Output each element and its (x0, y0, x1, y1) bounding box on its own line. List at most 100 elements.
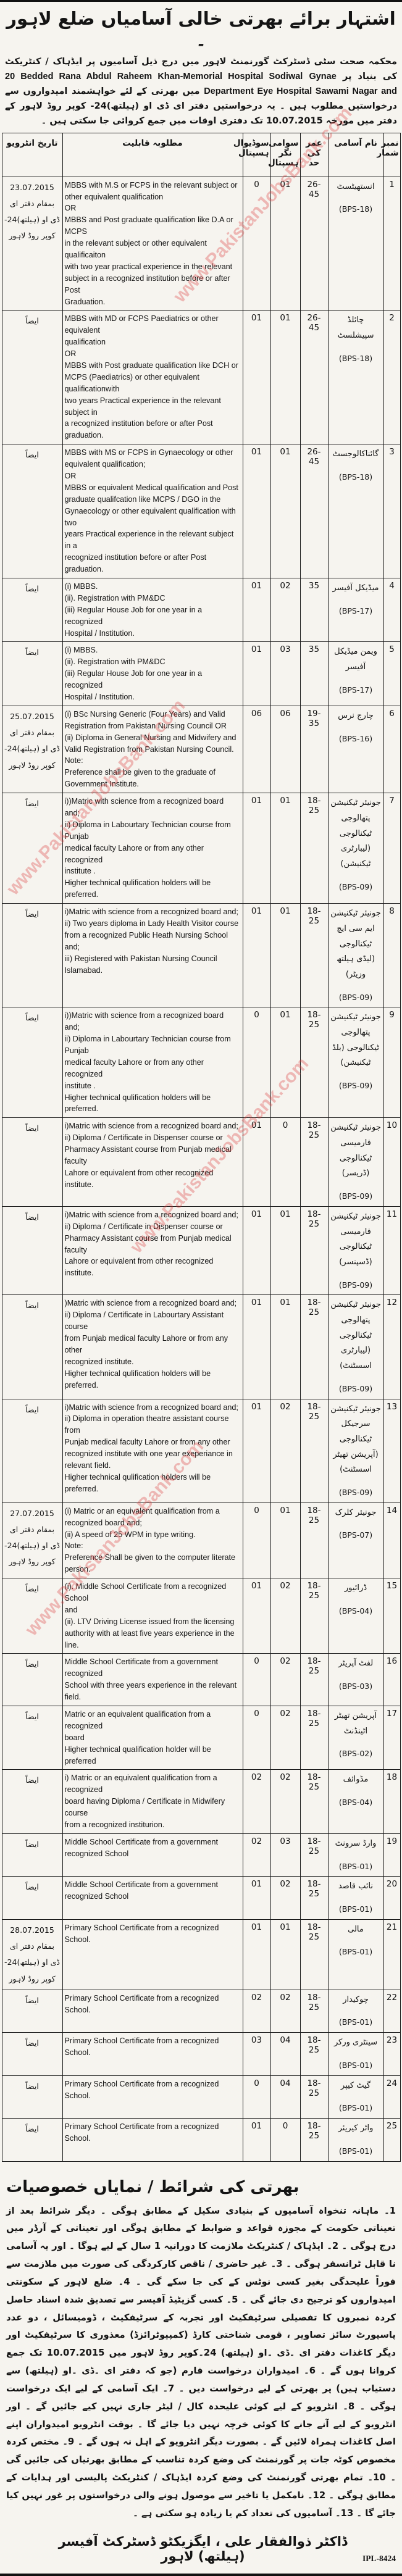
cell-sodiwal-posts: 01 (242, 2118, 271, 2162)
cell-serial: 22 (383, 1989, 401, 2033)
ad-reference-code: IPL-8424 (362, 2553, 396, 2563)
post-grade: (BPS-17) (338, 685, 373, 694)
cell-sawami-nagar-posts: 02 (270, 1705, 301, 1770)
terms-paragraph: 1۔ ماہانہ تنخواہ آسامیوں کے بنیادی سکیل … (6, 2205, 396, 2519)
table-row: 2 چائلڈ سپیشلسٹ (BPS-18) 26-45 01 01 MBBS with… (1, 310, 401, 445)
cell-qualification: Middle School Certificate from a governm… (62, 1833, 243, 1877)
cell-qualification: Primary School Certificate from a recogn… (62, 2075, 243, 2119)
header-qualification: مطلوبہ قابلیت (62, 132, 243, 177)
post-grade: (BPS-04) (338, 1606, 373, 1615)
cell-age-limit: 18-25 (299, 1007, 329, 1119)
cell-qualification: i))Matric with science from a recognized… (62, 793, 243, 904)
cell-age-limit: 18-25 (299, 1502, 329, 1579)
cell-age-limit: 18-25 (299, 1833, 329, 1877)
cell-post-name: میڈیکل آفیسر (BPS-17) (327, 577, 384, 643)
cell-age-limit: 18-25 (299, 1117, 329, 1207)
cell-interview-date: 23.07.2015 بمقام دفتر ای ڈی او (ہیلتھ)24… (1, 176, 63, 311)
cell-interview-date: ایضاً (1, 1007, 63, 1119)
cell-sodiwal-posts: 01 (242, 444, 271, 578)
cell-sodiwal-posts: 02 (242, 1769, 271, 1834)
cell-post-name: لفٹ آپریٹر (BPS-03) (327, 1653, 384, 1706)
post-grade: (BPS-16) (338, 733, 373, 743)
table-row: 24 گیٹ کیپر (BPS-01) 18-25 04 0 Primary School… (1, 2075, 401, 2119)
cell-serial: 12 (383, 1294, 401, 1399)
cell-interview-date: ایضاً (1, 310, 63, 445)
cell-interview-date: ایضاً (1, 1294, 63, 1399)
jobs-table: نمبر شمار نام آسامی عمر کی حد سوامی نگر … (1, 132, 401, 2162)
cell-post-name: مڈوائف (BPS-04) (327, 1769, 384, 1834)
cell-qualification: Primary School Certificate from a recogn… (62, 2118, 243, 2162)
header-age-limit: عمر کی حد (299, 132, 329, 177)
post-name-urdu: جونیئر ٹیکنیشن ایم سی ایچ ٹیکنالوجی (لیڈ… (330, 909, 381, 979)
intro-urdu-lead: محکمہ صحت سٹی ڈسٹرکٹ گورنمنٹ لاہور میں د… (5, 57, 397, 81)
cell-sawami-nagar-posts: 02 (270, 1578, 301, 1654)
post-grade: (BPS-18) (338, 204, 373, 214)
cell-age-limit: 18-25 (299, 2075, 329, 2119)
table-row: 18 مڈوائف (BPS-04) 18-25 02 02 i) Matric or an… (1, 1769, 401, 1834)
cell-qualification: i)Matric with science from a recognized … (62, 1206, 243, 1296)
cell-interview-date: ایضاً (1, 793, 63, 904)
cell-age-limit: 35 (299, 577, 329, 643)
cell-qualification: (i) Matric or an equivalent qualificatio… (62, 1502, 243, 1579)
post-grade: (BPS-07) (338, 1530, 373, 1540)
post-grade: (BPS-09) (338, 1081, 373, 1091)
table-row: 1 انستھیٹسٹ (BPS-18) 26-45 01 0 MBBS with M.S … (1, 176, 401, 311)
cell-serial: 5 (383, 641, 401, 706)
cell-age-limit: 26-45 (299, 444, 329, 578)
post-name-urdu: گیٹ کیپر (340, 2080, 371, 2090)
table-row: 14 جونیئر کلرک (BPS-07) 18-25 01 0 (i) Matric … (1, 1502, 401, 1579)
cell-age-limit: 18-25 (299, 1919, 329, 1990)
post-name-urdu: نائب قاصد (338, 1882, 374, 1891)
cell-sawami-nagar-posts: 01 (270, 1919, 301, 1990)
cell-interview-date: ایضاً (1, 1653, 63, 1706)
cell-age-limit: 18-25 (299, 1206, 329, 1296)
post-grade: (BPS-02) (338, 1749, 373, 1759)
cell-interview-date: ایضاً (1, 2118, 63, 2162)
cell-serial: 16 (383, 1653, 401, 1706)
cell-post-name: گیٹ کیپر (BPS-01) (327, 2075, 384, 2119)
cell-post-name: ڈرائیور (BPS-04) (327, 1578, 384, 1654)
cell-sodiwal-posts: 01 (242, 1876, 271, 1920)
cell-post-name: انستھیٹسٹ (BPS-18) (327, 176, 384, 311)
post-name-urdu: آپریشن تھیٹر اٹینڈنٹ (334, 1711, 377, 1736)
cell-qualification: )Matric with science from a recognized b… (62, 1294, 243, 1399)
cell-post-name: چائلڈ سپیشلسٹ (BPS-18) (327, 310, 384, 445)
post-name-urdu: گائناکالوجسٹ (332, 449, 379, 459)
hospital-name-sawami-nagar: Gynae Department Eye Hospital Sawami Nag… (204, 71, 397, 96)
table-row: 8 جونیئر ٹیکنیشن ایم سی ایچ ٹیکنالوجی (لی… (1, 903, 401, 1008)
table-row: 10 جونیئر ٹیکنیشن فارمیسی ٹیکنالوجی (ڈریس… (1, 1117, 401, 1207)
cell-serial: 6 (383, 705, 401, 794)
cell-post-name: وارڈ سرونٹ (BPS-01) (327, 1833, 384, 1877)
post-grade: (BPS-01) (338, 2146, 373, 2156)
cell-interview-date: ایضاً (1, 1989, 63, 2033)
page-title: اشتہار برائے بھرتی خالی آسامیاں ضلع لاہو… (6, 8, 396, 50)
post-name-urdu: جونیئر ٹیکنیشن پتھالوجی ٹیکنالوجی (لیبار… (330, 1300, 381, 1371)
cell-age-limit: 19-35 (299, 705, 329, 794)
cell-post-name: جونیئر ٹیکنیشن ایم سی ایچ ٹیکنالوجی (لیڈ… (327, 903, 384, 1008)
table-row: 3 گائناکالوجسٹ (BPS-18) 26-45 01 01 MBBS with … (1, 444, 401, 578)
cell-serial: 17 (383, 1705, 401, 1770)
cell-serial: 8 (383, 903, 401, 1008)
table-row: 4 میڈیکل آفیسر (BPS-17) 35 02 01 (i) MBBS. (ii… (1, 577, 401, 643)
cell-serial: 24 (383, 2075, 401, 2119)
cell-post-name: نائب قاصد (BPS-01) (327, 1876, 384, 1920)
cell-sawami-nagar-posts: 0 (270, 2118, 301, 2162)
cell-sawami-nagar-posts: 01 (270, 444, 301, 578)
cell-post-name: آپریشن تھیٹر اٹینڈنٹ (BPS-02) (327, 1705, 384, 1770)
cell-interview-date: 25.07.2015 بمقام دفتر ای ڈی او (ہیلتھ)24… (1, 705, 63, 794)
cell-sawami-nagar-posts: 01 (270, 793, 301, 904)
table-row: 20 نائب قاصد (BPS-01) 18-25 02 01 Middle Schoo… (1, 1876, 401, 1920)
cell-qualification: i) Matric or an equivalent qualification… (62, 1769, 243, 1834)
post-name-urdu: ڈرائیور (344, 1583, 367, 1593)
header-sawami-nagar-hospital: سوامی نگر ہسپتال (268, 132, 301, 177)
table-row: 11 جونیئر ٹیکنیشن فارمیسی ٹیکنالوجی (ڈسپن… (1, 1206, 401, 1296)
table-row: 15 ڈرائیور (BPS-04) 18-25 02 01 (i). Middle Sc… (1, 1578, 401, 1654)
cell-age-limit: 35 (299, 641, 329, 706)
post-name-urdu: جونیئر ٹیکنیشن پتھالوجی ٹیکنالوجی (بلڈ ٹ… (330, 1012, 381, 1068)
cell-sawami-nagar-posts: 01 (270, 1007, 301, 1119)
cell-interview-date: ایضاً (1, 903, 63, 1008)
cell-sawami-nagar-posts: 01 (270, 176, 301, 311)
cell-serial: 13 (383, 1398, 401, 1503)
cell-serial: 25 (383, 2118, 401, 2162)
cell-serial: 4 (383, 577, 401, 643)
